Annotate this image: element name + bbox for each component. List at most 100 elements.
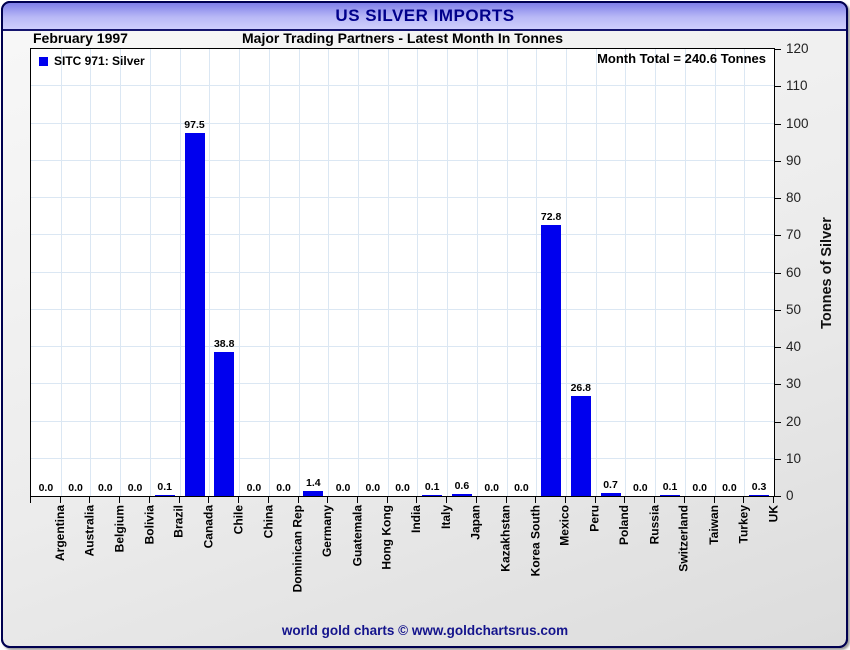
- gridline-horizontal: [31, 383, 774, 385]
- x-axis-tick: [773, 497, 774, 503]
- bar-value-label: 0.3: [751, 480, 767, 493]
- gridline-vertical: [328, 49, 330, 496]
- x-axis-label: Peru: [587, 505, 602, 532]
- y-axis-tick-label: 20: [786, 413, 802, 429]
- bar: [154, 495, 175, 496]
- bar-value-label: 0.0: [365, 482, 381, 494]
- x-axis-label: Japan: [468, 505, 483, 540]
- x-axis-tick: [148, 497, 150, 503]
- gridline-horizontal: [31, 197, 774, 198]
- y-axis-tick: [775, 198, 781, 199]
- bar: [184, 132, 205, 496]
- x-axis-tick: [267, 497, 269, 503]
- x-axis-tick: [238, 497, 239, 503]
- gridline-vertical: [179, 49, 181, 496]
- x-axis-tick: [89, 497, 91, 503]
- y-axis-tick: [775, 86, 781, 88]
- x-axis-tick: [119, 497, 121, 503]
- gridline-vertical: [149, 49, 151, 496]
- bar: [570, 396, 591, 496]
- x-axis-tick: [505, 497, 507, 503]
- y-axis-tick: [775, 496, 781, 497]
- bar: [600, 493, 621, 496]
- x-axis-label: Switzerland: [677, 505, 691, 572]
- x-axis-label: Poland: [617, 505, 632, 546]
- y-axis-title: Tonnes of Silver: [819, 216, 836, 329]
- x-axis-label: Australia: [82, 505, 97, 557]
- bar: [749, 494, 770, 496]
- x-axis-tick: [416, 497, 418, 503]
- bar-value-label: 0.0: [395, 482, 410, 494]
- y-axis-tick-label: 100: [786, 115, 809, 131]
- x-axis-tick: [743, 497, 745, 503]
- bar-value-label: 0.1: [157, 481, 172, 493]
- bar-value-label: 0.0: [514, 482, 529, 494]
- x-axis-label: Hong Kong: [379, 505, 394, 570]
- x-axis-tick: [594, 497, 596, 503]
- gridline-vertical: [60, 49, 62, 496]
- bar: [422, 495, 443, 496]
- x-axis-label: Mexico: [558, 505, 573, 546]
- bar-value-label: 72.8: [540, 210, 562, 223]
- bar: [214, 351, 235, 496]
- bar-value-label: 26.8: [570, 382, 592, 395]
- x-axis-label: China: [260, 505, 275, 539]
- legend-label: SITC 971: Silver: [54, 54, 145, 68]
- gridline-vertical: [566, 49, 567, 496]
- gridline-vertical: [536, 49, 538, 496]
- x-axis-tick: [624, 497, 626, 503]
- x-axis-tick: [683, 497, 685, 503]
- gridline-vertical: [476, 49, 478, 496]
- x-axis-tick: [565, 497, 566, 503]
- x-axis-tick: [297, 497, 299, 503]
- x-axis-label: Bolivia: [142, 505, 156, 545]
- gridline-vertical: [298, 49, 300, 496]
- gridline-vertical: [744, 49, 746, 496]
- y-axis-tick-label: 40: [786, 339, 802, 354]
- gridline-horizontal: [31, 159, 774, 161]
- x-axis-tick: [327, 497, 329, 503]
- gridline-vertical: [120, 49, 122, 496]
- y-axis-title-box: Tonnes of Silver: [810, 48, 844, 497]
- x-axis-tick: [475, 497, 477, 503]
- x-axis-tick: [386, 497, 388, 503]
- x-axis-label: Turkey: [736, 505, 751, 544]
- y-axis-tick: [775, 49, 781, 50]
- y-axis-tick-label: 50: [786, 301, 802, 317]
- y-axis-tick: [775, 160, 781, 162]
- y-axis-tick-label: 60: [786, 264, 802, 280]
- gridline-vertical: [447, 49, 449, 496]
- y-axis-tick: [775, 421, 781, 423]
- footer-credit: world gold charts © www.goldchartsrus.co…: [281, 623, 569, 638]
- bar-value-label: 0.0: [335, 482, 351, 494]
- x-axis-label: Brazil: [171, 505, 186, 538]
- gridline-horizontal: [31, 122, 774, 124]
- x-axis-label: Chile: [231, 505, 246, 535]
- date-label: February 1997: [33, 30, 128, 46]
- gridline-vertical: [209, 49, 211, 496]
- bar-value-label: 0.0: [68, 482, 83, 494]
- x-axis-tick: [446, 497, 448, 503]
- bar-value-label: 38.8: [213, 337, 235, 350]
- y-axis-tick-label: 10: [786, 450, 802, 466]
- legend-swatch-icon: [39, 56, 48, 66]
- page-title: US SILVER IMPORTS: [335, 6, 515, 25]
- legend: SITC 971: Silver: [39, 54, 145, 68]
- x-axis-tick: [30, 497, 31, 503]
- gridline-horizontal: [31, 271, 774, 273]
- gridline-horizontal: [31, 346, 774, 347]
- y-axis-tick: [775, 347, 781, 348]
- y-axis-tick-label: 70: [786, 227, 802, 243]
- x-axis-label: Canada: [201, 505, 216, 549]
- y-axis-tick: [775, 458, 781, 460]
- x-axis-label: India: [409, 505, 424, 534]
- y-axis-tick-label: 110: [786, 78, 808, 94]
- gridline-vertical: [684, 49, 686, 496]
- y-axis-tick-label: 120: [786, 41, 809, 56]
- gridline-vertical: [595, 49, 597, 496]
- x-axis-label: Kazakhstan: [498, 505, 513, 572]
- bar-value-label: 0.0: [246, 482, 262, 494]
- bar-value-label: 0.1: [662, 481, 678, 493]
- x-axis-label: UK: [766, 505, 781, 523]
- gridline-vertical: [655, 49, 657, 496]
